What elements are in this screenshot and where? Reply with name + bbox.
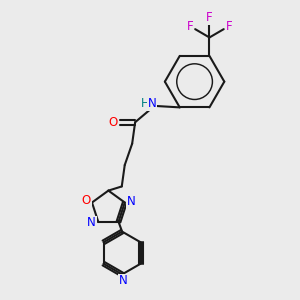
- Text: F: F: [226, 20, 232, 33]
- Text: N: N: [119, 274, 128, 287]
- Text: N: N: [87, 217, 96, 230]
- Text: N: N: [148, 97, 157, 110]
- Text: O: O: [109, 116, 118, 129]
- Text: O: O: [81, 194, 91, 207]
- Text: F: F: [206, 11, 213, 24]
- Text: H: H: [141, 97, 149, 110]
- Text: F: F: [187, 20, 193, 33]
- Text: N: N: [127, 195, 136, 208]
